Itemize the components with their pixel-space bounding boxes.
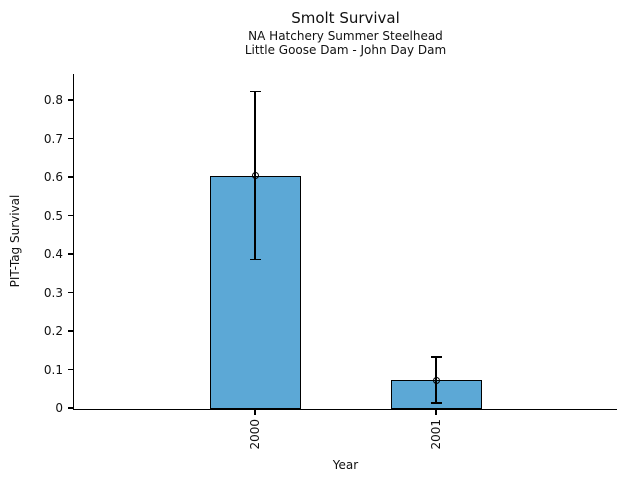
y-axis-tick bbox=[67, 330, 73, 332]
y-tick-label: 0.2 bbox=[43, 324, 63, 339]
plot-area bbox=[72, 74, 617, 410]
y-axis-tick bbox=[67, 99, 73, 101]
y-axis-label: PIT-Tag Survival bbox=[8, 194, 22, 288]
x-axis-tick bbox=[254, 409, 256, 415]
error-bar-cap-bottom bbox=[249, 258, 261, 261]
x-axis-label: Year bbox=[332, 458, 359, 472]
x-tick-label: 2000 bbox=[248, 419, 262, 450]
y-axis-tick bbox=[67, 368, 73, 371]
y-tick-label: 0.3 bbox=[43, 285, 63, 300]
y-tick-label: 0.7 bbox=[43, 131, 63, 146]
y-tick-label: 0.4 bbox=[43, 247, 63, 262]
x-axis-tick bbox=[435, 409, 437, 415]
chart-subtitle-line1: NA Hatchery Summer Steelhead bbox=[248, 29, 443, 43]
y-axis-tick bbox=[67, 214, 73, 217]
y-axis-tick bbox=[67, 253, 73, 255]
bar bbox=[390, 380, 482, 410]
y-tick-label: 0.1 bbox=[43, 362, 63, 377]
y-axis-tick bbox=[67, 407, 73, 409]
chart-title: Smolt Survival bbox=[291, 9, 400, 27]
y-axis-tick bbox=[67, 291, 73, 294]
x-tick-label: 2001 bbox=[429, 419, 443, 450]
data-point-marker bbox=[251, 172, 259, 180]
error-bar-cap-bottom bbox=[430, 402, 442, 404]
y-axis-tick bbox=[67, 137, 73, 140]
y-tick-label: 0 bbox=[55, 401, 63, 415]
y-tick-label: 0.5 bbox=[43, 208, 63, 223]
y-tick-label: 0.8 bbox=[43, 93, 63, 108]
data-point-marker bbox=[432, 376, 440, 384]
error-bar-cap-top bbox=[430, 356, 442, 358]
chart-subtitle-line2: Little Goose Dam - John Day Dam bbox=[244, 43, 447, 57]
y-tick-label: 0.6 bbox=[43, 170, 63, 185]
error-bar-cap-top bbox=[249, 90, 261, 93]
y-axis-tick bbox=[67, 176, 73, 178]
